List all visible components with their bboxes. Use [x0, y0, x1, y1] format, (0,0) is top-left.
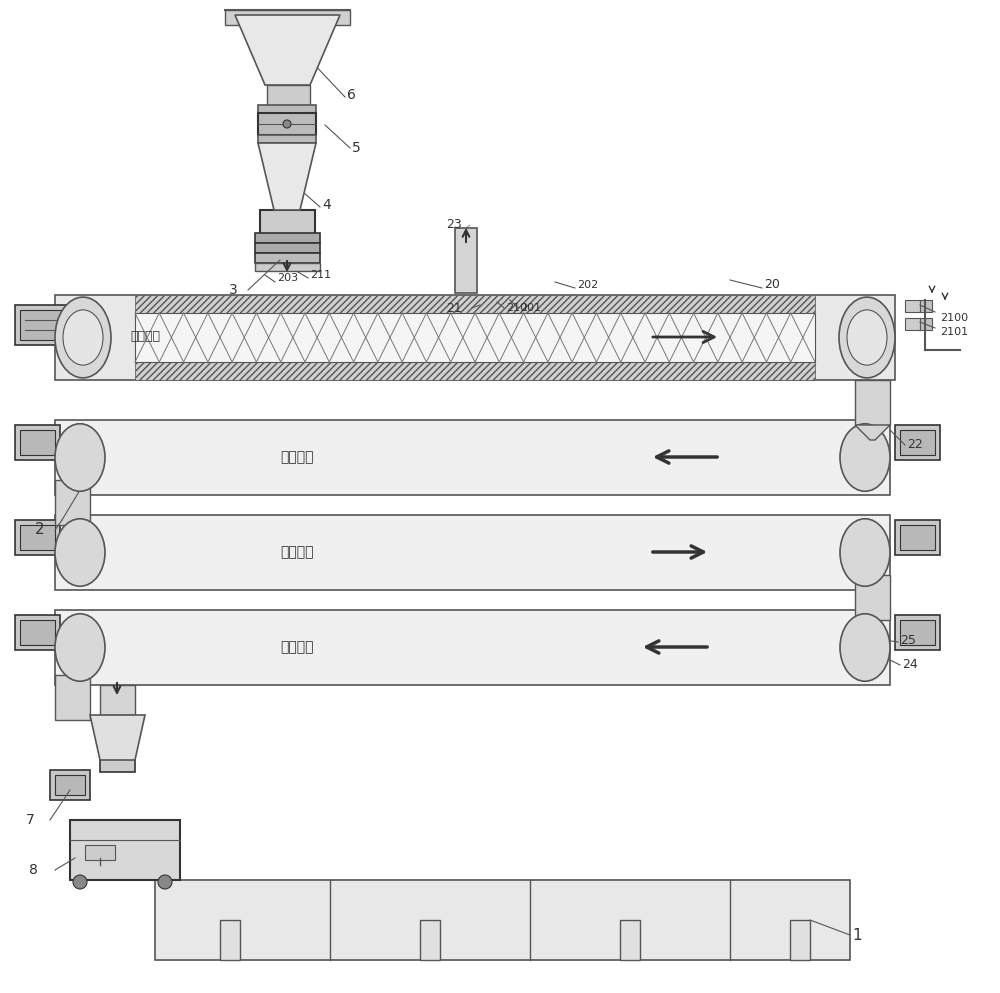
Bar	[15, 425, 60, 460]
Bar	[55, 420, 890, 495]
Bar	[258, 105, 316, 113]
Text: 210: 210	[506, 303, 527, 313]
Bar	[135, 313, 815, 362]
Bar	[855, 380, 890, 425]
Bar	[55, 295, 895, 380]
Bar	[55, 610, 890, 685]
Ellipse shape	[840, 518, 890, 586]
Bar	[255, 253, 320, 263]
Bar	[135, 362, 815, 380]
Text: 201: 201	[520, 303, 541, 313]
Text: 1: 1	[852, 927, 862, 942]
Text: 25: 25	[900, 634, 916, 646]
Bar	[260, 210, 315, 235]
Ellipse shape	[840, 614, 890, 681]
Circle shape	[158, 875, 172, 889]
Text: 4: 4	[322, 198, 331, 212]
Ellipse shape	[55, 297, 111, 378]
Circle shape	[283, 120, 291, 128]
Bar	[55, 515, 890, 590]
Text: 真空状態: 真空状態	[280, 450, 314, 464]
Text: 211: 211	[310, 270, 331, 280]
Bar	[20, 620, 55, 645]
Text: 2: 2	[35, 522, 45, 537]
Text: 23: 23	[446, 218, 462, 231]
Bar	[905, 300, 920, 312]
Bar	[620, 920, 640, 960]
Text: 3: 3	[229, 283, 238, 297]
Text: 203: 203	[277, 273, 298, 283]
Bar	[920, 300, 932, 312]
Bar	[895, 425, 940, 460]
Bar	[920, 318, 932, 330]
Text: 20: 20	[764, 278, 780, 292]
Ellipse shape	[55, 614, 105, 681]
Circle shape	[73, 875, 87, 889]
Bar	[20, 525, 55, 550]
Bar	[900, 430, 935, 455]
Polygon shape	[855, 425, 890, 440]
Text: 真空状態: 真空状態	[280, 545, 314, 559]
Bar	[20, 310, 65, 340]
Bar	[55, 775, 85, 795]
Bar	[420, 920, 440, 960]
Ellipse shape	[840, 424, 890, 492]
Bar	[100, 757, 135, 772]
Bar	[855, 575, 890, 620]
Bar	[15, 615, 60, 650]
Bar	[258, 135, 316, 143]
Text: 7: 7	[26, 813, 35, 827]
Text: 真空状態: 真空状態	[130, 331, 160, 344]
Text: 5: 5	[352, 141, 361, 155]
Bar	[895, 615, 940, 650]
Bar	[255, 263, 320, 271]
Bar	[455, 228, 477, 293]
Polygon shape	[258, 143, 316, 210]
Bar	[255, 233, 320, 243]
Bar	[220, 920, 240, 960]
Bar	[900, 620, 935, 645]
Ellipse shape	[839, 297, 895, 378]
Text: 2100: 2100	[940, 313, 968, 323]
Bar	[255, 243, 320, 253]
Text: 8: 8	[29, 863, 38, 877]
Text: 202: 202	[577, 280, 598, 290]
Bar	[70, 820, 180, 880]
Bar	[55, 675, 90, 720]
Bar	[50, 770, 90, 800]
Bar	[100, 685, 135, 715]
Ellipse shape	[55, 424, 105, 492]
Bar	[20, 430, 55, 455]
Text: 6: 6	[347, 88, 356, 102]
Bar	[225, 10, 350, 25]
Polygon shape	[235, 15, 340, 85]
Text: 22: 22	[907, 439, 923, 452]
Bar	[905, 318, 920, 330]
Text: 24: 24	[902, 658, 918, 671]
Text: 真空状態: 真空状態	[280, 640, 314, 654]
Bar	[267, 85, 310, 110]
Bar	[55, 480, 90, 525]
Bar	[900, 525, 935, 550]
Polygon shape	[90, 715, 145, 760]
Ellipse shape	[847, 310, 887, 365]
Bar	[135, 295, 815, 313]
Bar	[790, 920, 810, 960]
Bar	[155, 880, 850, 960]
Bar	[85, 845, 115, 860]
Bar	[258, 113, 316, 135]
Bar	[15, 520, 60, 555]
Ellipse shape	[55, 518, 105, 586]
Ellipse shape	[63, 310, 103, 365]
Bar	[895, 520, 940, 555]
Text: 21: 21	[446, 302, 462, 315]
Text: 2101: 2101	[940, 327, 968, 337]
Bar	[15, 305, 70, 345]
